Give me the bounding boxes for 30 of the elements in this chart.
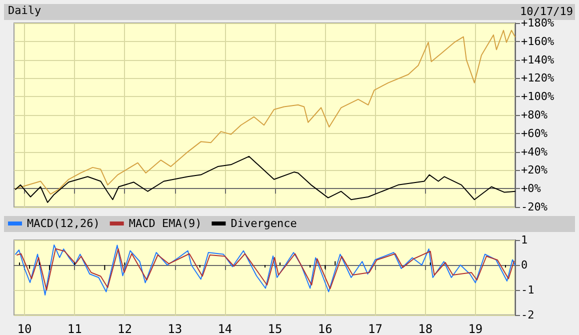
x-tick-label: 18: [418, 322, 433, 335]
y-tick-label: +120%: [521, 72, 554, 85]
y-tick-label: +40%: [521, 145, 548, 158]
y-tick-label: -20%: [521, 200, 548, 214]
x-tick-label: 14: [218, 322, 232, 335]
y-tick-label: +80%: [521, 108, 548, 122]
y-tick-label: +0%: [521, 182, 542, 196]
y-tick-label: +180%: [521, 16, 554, 30]
x-tick-label: 10: [17, 322, 32, 335]
y-tick-label: -1: [521, 284, 534, 296]
x-tick-label: 13: [168, 322, 182, 335]
y-tick-label: +100%: [521, 90, 554, 104]
chart-title: Daily: [8, 4, 42, 17]
text: 10/17/19: [520, 5, 574, 18]
x-tick-label: 12: [117, 322, 132, 335]
legend-label: MACD EMA(9): [128, 217, 202, 230]
y-tick-label: +20%: [521, 164, 548, 177]
y-tick-label: -2: [521, 308, 534, 322]
x-tick-label: 17: [368, 322, 382, 335]
legend-label: MACD(12,26): [27, 217, 100, 230]
x-tick-label: 19: [468, 322, 483, 335]
legend-label: Divergence: [230, 217, 297, 230]
y-tick-label: 0: [521, 258, 528, 272]
y-tick-label: +60%: [521, 126, 548, 140]
y-tick-label: +140%: [521, 53, 554, 66]
x-tick-label: 15: [268, 322, 282, 335]
y-tick-label: +160%: [521, 34, 554, 48]
x-tick-label: 11: [67, 322, 82, 335]
x-tick-label: 16: [318, 322, 332, 335]
y-tick-label: 1: [521, 234, 528, 246]
